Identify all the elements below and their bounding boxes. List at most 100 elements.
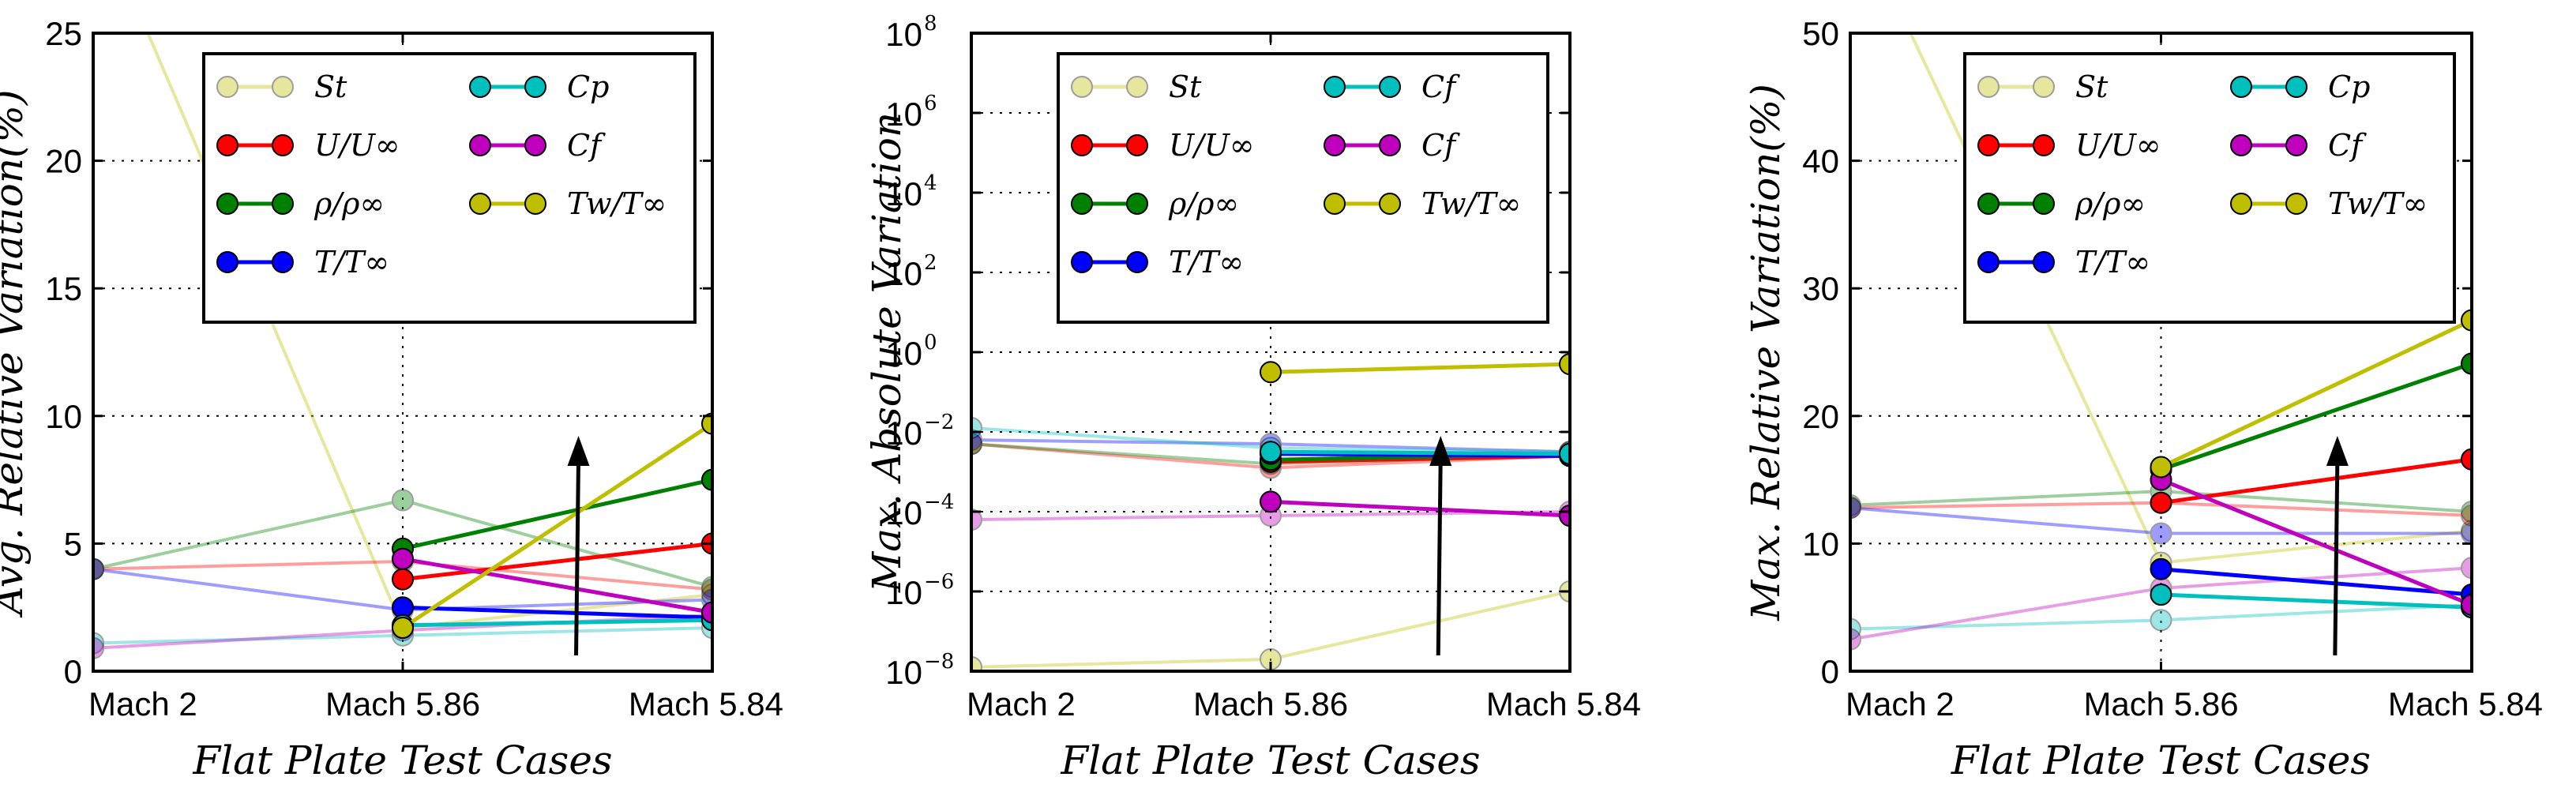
y-tick-label: 10 — [885, 415, 922, 452]
legend-label: T/T∞ — [314, 245, 389, 280]
legend-marker — [469, 134, 491, 156]
legend-label: U/U∞ — [1169, 128, 1255, 163]
legend-marker — [1977, 193, 2000, 215]
data-point — [971, 433, 982, 456]
legend-marker — [2230, 193, 2252, 215]
series-line — [1850, 602, 2472, 631]
series-5 — [1260, 490, 1570, 527]
data-point — [1260, 441, 1282, 464]
legend-marker — [2033, 76, 2055, 98]
legend-entry — [1324, 193, 1401, 215]
series-1 — [392, 532, 712, 591]
y-tick-label: 10 — [885, 16, 922, 53]
data-point — [1559, 442, 1570, 465]
legend-marker — [216, 193, 238, 215]
legend-marker — [2033, 134, 2055, 156]
legend-marker — [2230, 76, 2252, 98]
legend-entry — [1977, 251, 2055, 273]
legend-marker — [2285, 134, 2308, 156]
legend-marker — [2230, 134, 2252, 156]
data-point — [701, 584, 712, 606]
y-tick-exponent: −6 — [924, 570, 954, 594]
series-1 — [2150, 448, 2472, 514]
legend-entry — [216, 251, 294, 273]
legend-entry — [1977, 193, 2055, 215]
series-line — [2160, 478, 2472, 607]
y-tick-label: 40 — [1802, 143, 1839, 180]
legend-marker — [2033, 251, 2055, 273]
y-axis-title: Max. Absolute Variation — [864, 112, 910, 593]
series-line — [1270, 362, 1570, 374]
legend-label: ρ/ρ∞ — [2075, 186, 2146, 221]
legend-entry — [1071, 193, 1148, 215]
legend-entry — [469, 193, 546, 215]
data-point — [701, 576, 712, 599]
legend-marker — [1126, 76, 1148, 98]
legend-marker — [1071, 193, 1093, 215]
legend-marker — [469, 76, 491, 98]
legend-marker — [1324, 193, 1346, 215]
series-6 — [392, 412, 712, 640]
y-tick-label: 10 — [45, 398, 82, 435]
arrow-shaft — [574, 459, 581, 656]
series-line — [2161, 457, 2472, 505]
legend-marker — [524, 76, 546, 98]
y-tick-exponent: −4 — [924, 490, 954, 514]
data-point — [2461, 520, 2472, 542]
legend-marker — [524, 134, 546, 156]
data-point — [701, 578, 712, 601]
series-line — [1270, 449, 1570, 456]
data-point — [1260, 490, 1282, 513]
data-point — [2461, 501, 2472, 523]
legend-label: Cf — [2328, 128, 2367, 163]
x-tick-label: Mach 2 — [1846, 685, 1955, 723]
y-tick-label: 20 — [1802, 398, 1839, 435]
data-point — [2461, 504, 2472, 527]
legend-marker — [1977, 251, 2000, 273]
y-tick-label: 10 — [885, 335, 922, 372]
data-point — [1850, 628, 1861, 651]
legend-marker — [1126, 134, 1148, 156]
data-point — [701, 601, 712, 624]
series-line — [402, 557, 712, 615]
legend-entry — [1324, 134, 1401, 156]
series-line — [402, 617, 712, 628]
y-tick-label: 5 — [64, 525, 82, 562]
data-point — [1260, 361, 1282, 384]
data-point — [2150, 609, 2172, 632]
y-tick-label: 10 — [885, 255, 922, 292]
legend-box — [202, 52, 697, 324]
legend-entry — [2230, 134, 2308, 156]
y-tick-label: 10 — [885, 654, 922, 691]
legend-label: Tw/T∞ — [567, 186, 667, 221]
legend-marker — [1379, 134, 1401, 156]
legend-label: ρ/ρ∞ — [1168, 186, 1239, 221]
legend-entry — [1071, 251, 1148, 273]
data-point — [971, 433, 982, 456]
series-line — [1850, 506, 2472, 535]
legend-marker — [272, 251, 294, 273]
series-line — [1270, 499, 1570, 518]
legend-marker — [469, 193, 491, 215]
legend-marker — [2285, 76, 2308, 98]
legend-label: Tw/T∞ — [1421, 186, 1521, 221]
arrow-head — [567, 436, 590, 466]
y-tick-exponent: 2 — [924, 251, 937, 275]
annotation-arrow — [567, 436, 590, 656]
series-line — [401, 422, 712, 630]
data-point — [2150, 522, 2172, 545]
legend-entry — [469, 76, 546, 98]
legend-marker — [1126, 251, 1148, 273]
y-tick-label: 15 — [45, 270, 82, 307]
legend: St U/U∞ ρ/ρ∞ T/T∞ Cf Cf Tw/T∞ — [1057, 52, 1549, 324]
arrow-shaft — [1436, 459, 1443, 656]
y-tick-label: 0 — [64, 653, 82, 690]
y-tick-label: 10 — [885, 175, 922, 212]
data-point — [392, 617, 414, 640]
x-axis-title: Flat Plate Test Cases — [192, 738, 612, 783]
data-point — [1850, 617, 1861, 640]
series-line — [971, 590, 1570, 669]
series-line — [402, 478, 712, 551]
x-axis-title: Flat Plate Test Cases — [1951, 738, 2371, 783]
